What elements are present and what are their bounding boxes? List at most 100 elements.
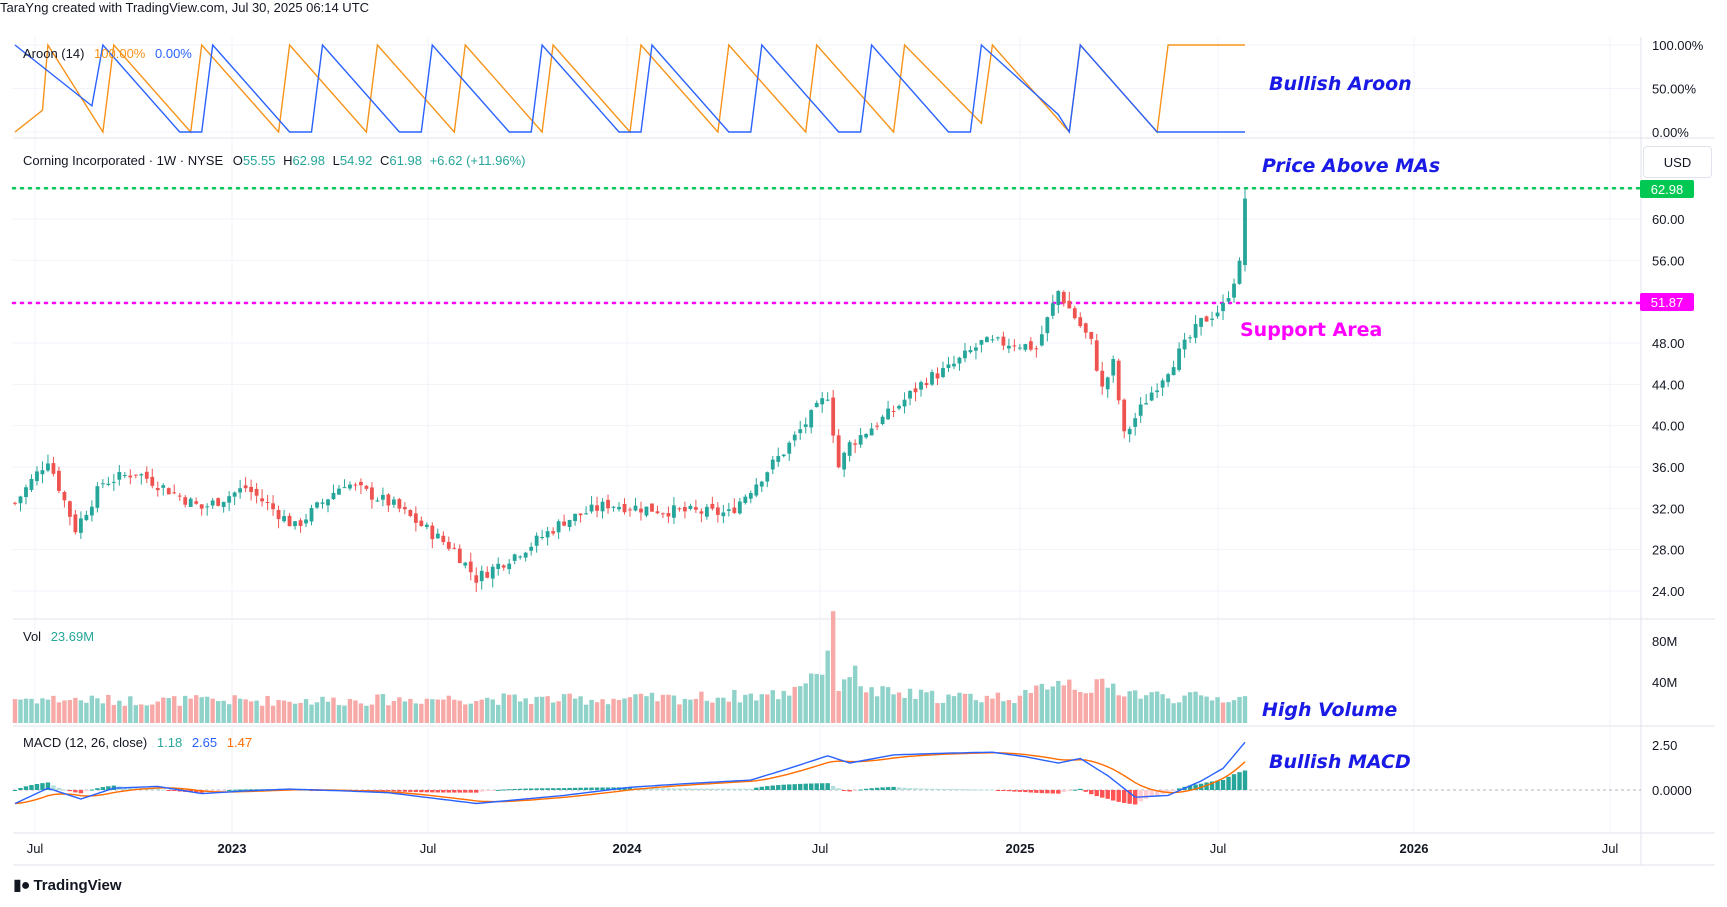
macd-histogram-bar bbox=[699, 788, 704, 790]
volume-bar bbox=[589, 699, 594, 723]
volume-bar bbox=[292, 703, 298, 723]
macd-histogram-bar bbox=[496, 789, 501, 791]
tradingview-logo-icon: ▮● bbox=[13, 877, 30, 894]
macd-histogram-bar bbox=[1012, 790, 1017, 792]
macd-histogram-bar bbox=[237, 789, 243, 791]
candle-body bbox=[337, 488, 341, 495]
volume-bar bbox=[891, 694, 896, 723]
volume-bar bbox=[95, 698, 100, 723]
volume-bar bbox=[194, 695, 199, 723]
volume-bar bbox=[51, 695, 56, 723]
volume-bar bbox=[18, 699, 23, 723]
macd-histogram-bar bbox=[825, 783, 830, 790]
macd-histogram-bar bbox=[704, 788, 710, 790]
candle-body bbox=[309, 508, 314, 522]
volume-bar bbox=[237, 698, 243, 723]
macd-histogram-bar bbox=[413, 790, 419, 793]
macd-histogram-bar bbox=[1006, 790, 1012, 792]
volume-bar bbox=[682, 698, 688, 723]
candle-body bbox=[419, 520, 424, 527]
candle-body bbox=[89, 506, 94, 516]
macd-histogram-bar bbox=[561, 788, 567, 790]
macd-histogram-bar bbox=[56, 787, 62, 790]
volume-bar bbox=[1012, 703, 1017, 723]
volume-bar bbox=[397, 697, 402, 723]
annotation-bullish-aroon: Bullish Aroon bbox=[1269, 73, 1412, 95]
macd-histogram-bar bbox=[907, 788, 913, 790]
candle-body bbox=[463, 562, 468, 566]
macd-histogram-bar bbox=[946, 789, 951, 791]
candle-body bbox=[754, 484, 759, 496]
candle-body bbox=[326, 499, 330, 506]
candle-body bbox=[913, 388, 918, 393]
volume-bar bbox=[474, 701, 479, 723]
volume-bar bbox=[578, 696, 583, 723]
candle-body bbox=[1061, 291, 1066, 304]
price-legend[interactable]: Corning Incorporated · 1W · NYSE O55.55 … bbox=[23, 153, 531, 168]
macd-legend-macd: 1.18 bbox=[156, 735, 183, 750]
volume-bar bbox=[248, 701, 254, 723]
volume-bar bbox=[594, 702, 600, 723]
candle-body bbox=[1039, 334, 1044, 346]
candle-body bbox=[809, 410, 814, 428]
candle-body bbox=[578, 513, 583, 516]
macd-histogram-bar bbox=[863, 788, 869, 790]
candle-body bbox=[161, 485, 166, 488]
candle-body bbox=[265, 501, 270, 504]
macd-legend[interactable]: MACD (12, 26, close) 1.18 2.65 1.47 bbox=[23, 735, 258, 750]
candle-body bbox=[348, 484, 352, 489]
aroon-legend[interactable]: Aroon (14) 100.00% 0.00% bbox=[23, 46, 198, 61]
volume-bar bbox=[616, 700, 622, 723]
macd-histogram-bar bbox=[177, 790, 182, 792]
volume-bar bbox=[726, 701, 732, 723]
ohlc-open: O55.55 bbox=[232, 153, 276, 168]
macd-histogram-bar bbox=[380, 790, 386, 791]
volume-bar bbox=[517, 701, 523, 723]
volume-bar bbox=[836, 691, 841, 723]
candle-body bbox=[864, 434, 869, 438]
candle-body bbox=[1045, 317, 1050, 334]
volume-bar bbox=[951, 696, 957, 723]
candle-body bbox=[617, 506, 621, 510]
volume-bar bbox=[276, 700, 281, 723]
currency-button[interactable]: USD bbox=[1643, 146, 1712, 178]
candle-body bbox=[1133, 418, 1138, 427]
candle-body bbox=[1089, 331, 1094, 339]
annotation-bullish-macd: Bullish MACD bbox=[1269, 751, 1411, 773]
macd-histogram-bar bbox=[929, 788, 935, 790]
volume-bar bbox=[29, 698, 34, 723]
candle-body bbox=[853, 443, 858, 445]
candle-body bbox=[1171, 367, 1176, 376]
candle-body bbox=[95, 486, 100, 508]
volume-bar bbox=[814, 673, 819, 723]
aroon-legend-name: Aroon (14) bbox=[23, 46, 85, 61]
candle-body bbox=[803, 424, 808, 427]
macd-histogram-bar bbox=[1034, 790, 1039, 793]
candle-body bbox=[68, 501, 72, 517]
candle-body bbox=[886, 408, 890, 420]
candle-body bbox=[287, 515, 292, 527]
volume-bar bbox=[446, 695, 451, 723]
volume-legend[interactable]: Vol 23.69M bbox=[23, 629, 100, 644]
ohlc-low: L54.92 bbox=[332, 153, 373, 168]
macd-histogram-bar bbox=[1220, 779, 1226, 790]
volume-bar bbox=[962, 693, 968, 723]
volume-bar bbox=[84, 702, 89, 723]
candle-body bbox=[490, 566, 495, 579]
candle-body bbox=[825, 399, 830, 401]
volume-bar bbox=[1050, 686, 1056, 723]
volume-bar bbox=[347, 699, 353, 723]
macd-histogram-bar bbox=[51, 785, 56, 790]
volume-bar bbox=[1209, 700, 1215, 723]
volume-bar bbox=[896, 692, 902, 723]
volume-bar bbox=[765, 694, 770, 723]
macd-histogram-bar bbox=[754, 787, 759, 790]
macd-histogram-bar bbox=[133, 787, 139, 790]
candle-body bbox=[304, 519, 308, 524]
volume-bar bbox=[468, 703, 473, 723]
volume-bar bbox=[128, 696, 133, 723]
volume-bar bbox=[463, 704, 468, 723]
footer-brand[interactable]: ▮● TradingView bbox=[13, 875, 122, 895]
candle-body bbox=[282, 516, 286, 522]
